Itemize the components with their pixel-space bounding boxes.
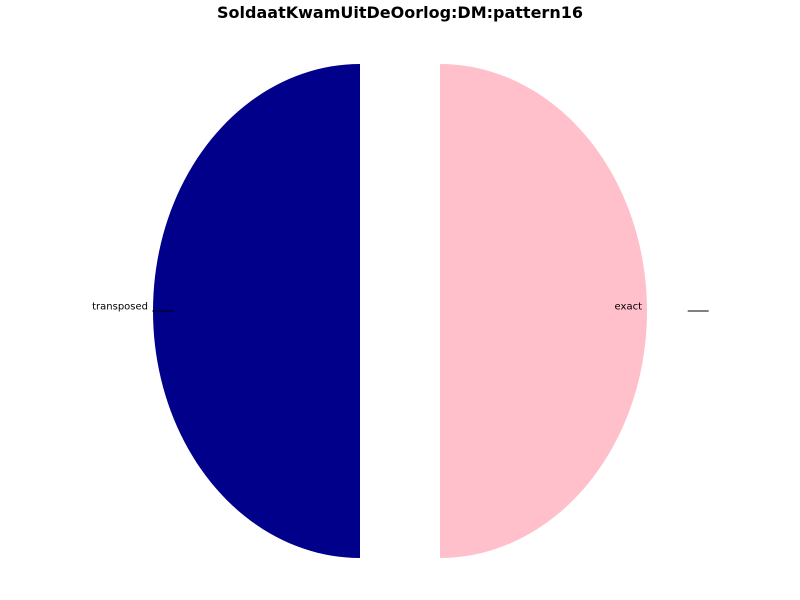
pie-label-exact: exact [615,302,643,313]
pie-labels: transposed exact [92,302,709,313]
pie-slice-transposed [153,64,360,558]
chart-title: SoldaatKwamUitDeOorlog:DM:pattern16 [217,3,583,22]
pie-slice-exact [440,64,647,558]
pie-label-transposed: transposed [92,302,148,313]
pie-slices [153,64,647,558]
